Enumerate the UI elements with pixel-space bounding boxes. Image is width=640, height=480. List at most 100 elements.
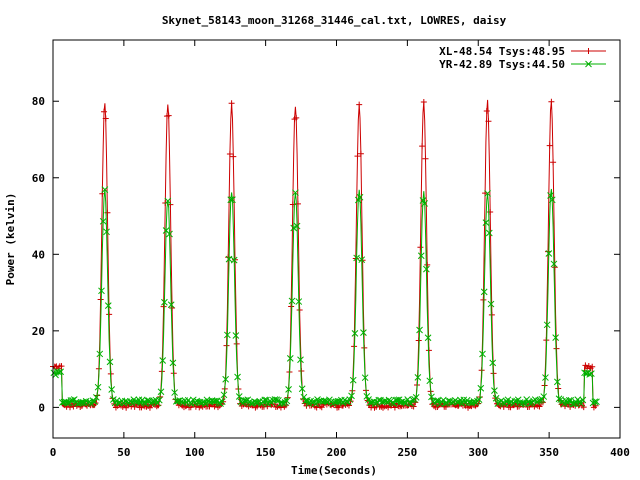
data-point-marker — [580, 404, 587, 411]
data-point-marker — [69, 397, 76, 404]
x-tick-label: 300 — [468, 446, 488, 459]
data-point-marker — [313, 404, 320, 411]
data-point-marker — [548, 98, 555, 105]
data-point-marker — [212, 397, 219, 405]
data-point-marker — [226, 151, 233, 158]
x-tick-label: 0 — [50, 446, 57, 459]
data-point-marker — [288, 303, 295, 310]
data-point-marker — [101, 108, 108, 115]
axes-layer: 0 50 100 150 200 250 300 350 400 0 20 40 60 80 — [32, 40, 630, 459]
x-tick-label: 100 — [185, 446, 205, 459]
data-point-marker — [104, 209, 111, 216]
data-point-marker — [230, 256, 238, 264]
data-point-marker — [358, 256, 366, 264]
data-point-marker — [416, 326, 423, 334]
data-point-marker — [104, 302, 112, 309]
data-point-marker — [547, 192, 554, 199]
data-point-marker — [582, 362, 589, 369]
data-point-marker — [201, 400, 209, 408]
data-point-marker — [57, 368, 65, 376]
data-point-marker — [420, 99, 427, 106]
data-point-marker — [477, 384, 485, 392]
data-point-marker — [480, 288, 488, 296]
x-tick-label: 400 — [610, 446, 630, 459]
data-point-marker — [349, 376, 357, 384]
data-point-marker — [165, 112, 172, 119]
data-point-marker — [247, 400, 255, 407]
data-point-marker — [480, 296, 487, 303]
data-point-marker — [353, 254, 360, 262]
data-point-marker — [577, 400, 585, 408]
legend-swatch-marker — [585, 60, 592, 68]
data-point-marker — [423, 265, 430, 273]
data-point-marker — [288, 297, 296, 305]
data-point-marker — [555, 395, 563, 403]
data-point-marker — [295, 298, 303, 305]
data-point-marker — [132, 397, 139, 405]
data-point-marker — [146, 404, 153, 411]
data-point-marker — [115, 399, 122, 407]
data-point-marker — [491, 387, 498, 395]
data-point-marker — [296, 307, 303, 314]
data-point-marker — [166, 230, 173, 238]
data-point-marker — [589, 363, 596, 370]
data-point-marker — [484, 190, 491, 197]
data-point-marker — [228, 100, 235, 107]
series-2 — [50, 186, 600, 408]
data-point-marker — [368, 398, 376, 406]
data-point-marker — [414, 374, 422, 381]
data-point-marker — [94, 383, 102, 391]
data-point-marker — [485, 118, 492, 125]
data-point-marker — [93, 393, 100, 401]
data-point-marker — [215, 399, 223, 407]
data-point-marker — [235, 393, 243, 400]
data-point-marker — [550, 260, 558, 268]
data-point-marker — [293, 222, 301, 230]
chart-title: Skynet_58143_moon_31268_31446_cal.txt, L… — [162, 14, 507, 27]
data-point-marker — [542, 374, 549, 381]
series-line — [52, 99, 597, 410]
data-point-marker — [569, 400, 577, 408]
data-point-marker — [159, 357, 167, 364]
data-point-marker — [242, 397, 250, 404]
data-point-marker — [419, 143, 426, 150]
data-point-marker — [586, 371, 594, 378]
data-point-marker — [487, 208, 494, 215]
data-point-marker — [290, 224, 298, 232]
data-point-marker — [354, 153, 361, 160]
x-axis-label: Time(Seconds) — [291, 464, 377, 477]
data-point-marker — [98, 287, 105, 295]
data-point-marker — [160, 303, 167, 310]
data-point-marker — [229, 196, 236, 204]
data-point-marker — [169, 359, 177, 367]
data-point-marker — [356, 101, 363, 108]
data-point-marker — [417, 252, 425, 260]
data-point-marker — [363, 393, 371, 400]
data-point-marker — [424, 334, 432, 342]
data-point-marker — [99, 217, 107, 225]
data-point-marker — [230, 153, 237, 160]
data-point-marker — [428, 393, 435, 401]
data-point-marker — [222, 375, 230, 383]
data-point-marker — [218, 398, 226, 405]
data-point-marker — [417, 244, 424, 251]
data-point-marker — [545, 250, 553, 257]
data-point-marker — [375, 396, 383, 404]
data-point-marker — [293, 114, 300, 121]
x-tick-label: 50 — [117, 446, 130, 459]
data-point-marker — [422, 155, 429, 162]
data-point-marker — [220, 391, 228, 399]
data-point-marker — [292, 189, 299, 197]
data-point-marker — [485, 229, 493, 237]
data-point-marker — [225, 255, 233, 263]
data-point-marker — [394, 396, 401, 404]
data-point-marker — [164, 197, 172, 205]
y-tick-label: 60 — [32, 172, 45, 185]
data-point-marker — [232, 332, 240, 339]
data-point-marker — [483, 107, 490, 114]
legend-label: YR-42.89 Tsys:44.50 — [439, 58, 565, 71]
data-point-marker — [309, 398, 316, 406]
data-point-marker — [507, 404, 514, 411]
data-point-marker — [488, 311, 495, 318]
